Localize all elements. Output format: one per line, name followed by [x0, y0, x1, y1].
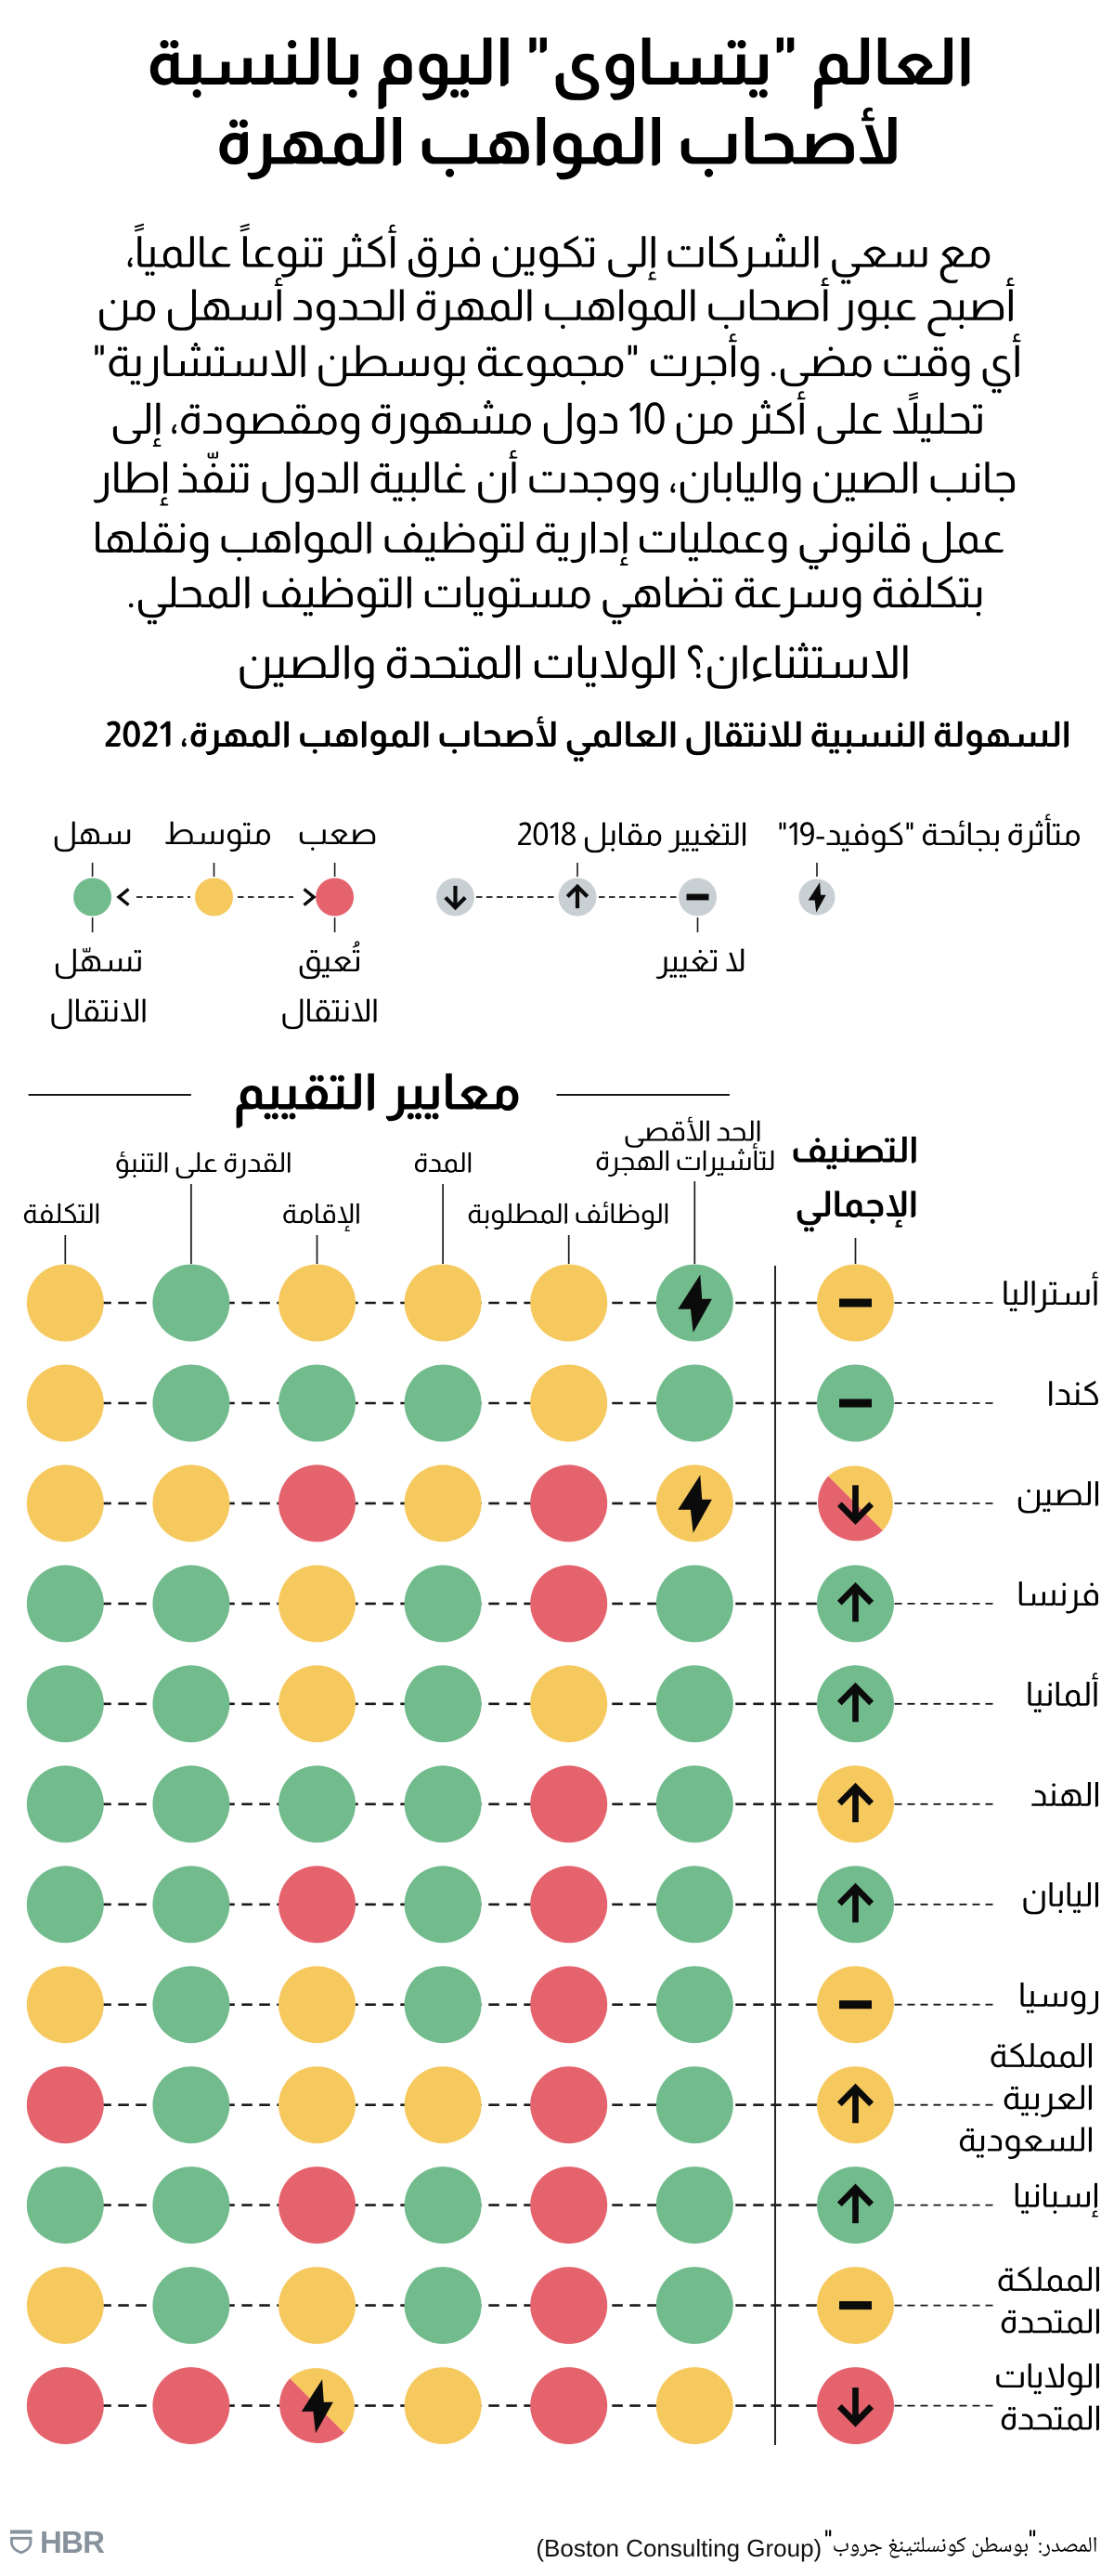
svg-text:HBR: HBR [40, 2525, 105, 2559]
svg-text:(Boston Consulting Group): (Boston Consulting Group) [536, 2534, 822, 2562]
